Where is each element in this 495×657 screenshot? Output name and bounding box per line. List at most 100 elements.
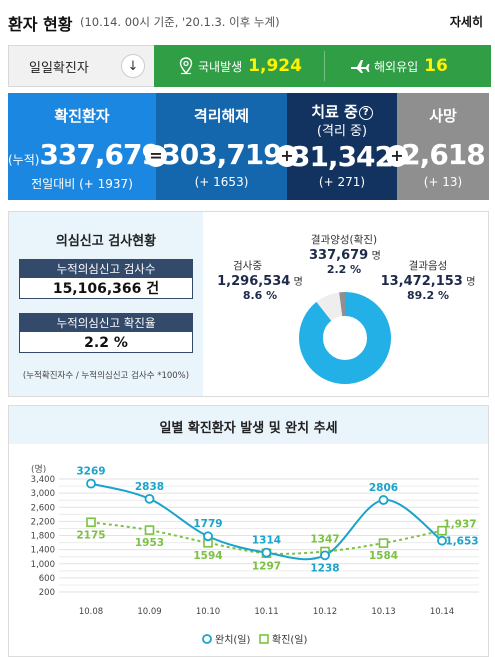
arrow-down-icon[interactable]: ↓ <box>121 54 145 78</box>
test-title: 의심신고 검사현황 <box>55 234 157 249</box>
more-link[interactable]: 자세히 <box>449 15 483 29</box>
data-label-recovered: 1,653 <box>445 536 478 548</box>
tests-count-label: 누적의심신고 검사수 <box>20 260 192 278</box>
y-tick-label: 1,000 <box>31 560 55 570</box>
data-point-confirmed <box>437 525 447 536</box>
treatment-subtitle: (격리 중) <box>316 124 368 139</box>
domestic-segment: 국내발생 1,924 <box>178 45 302 87</box>
positive-label: 결과양성(확진) <box>310 234 378 246</box>
x-tick-label: 10.10 <box>196 607 220 617</box>
y-tick-label: 3,000 <box>31 489 55 499</box>
data-label-confirmed: 1297 <box>252 560 281 572</box>
data-point-recovered <box>378 495 389 505</box>
donut-slice-positive <box>299 292 391 384</box>
y-tick-label: 1,400 <box>31 546 55 556</box>
airplane-icon <box>351 60 370 73</box>
page-subtitle: (10.14. 00시 기준, '20.1.3. 이후 누계) <box>80 15 280 29</box>
x-tick-label: 10.08 <box>79 607 103 617</box>
tests-count-box: 누적의심신고 검사수 15,106,366 건 <box>19 259 193 299</box>
x-tick-label: 10.11 <box>254 607 278 617</box>
confirmed-count: (누적)337,679 <box>8 138 161 171</box>
treatment-delta: (+ 271) <box>318 175 366 189</box>
positive-rate-label: 누적의심신고 확진율 <box>20 314 192 332</box>
y-tick-label: 200 <box>39 588 55 598</box>
test-result-donut <box>299 292 391 384</box>
data-point-recovered <box>203 531 213 542</box>
x-tick-label: 10.13 <box>371 607 395 617</box>
death-title: 사망 <box>429 107 457 125</box>
trend-chart: (명)3,400 3,000 2,600 2,200 1,800 1,400 1,000 60… <box>31 464 479 646</box>
rate-formula-note: (누적확진자수 / 누적의심신고 검사수 *100%) <box>22 371 190 381</box>
data-point-recovered <box>320 550 330 561</box>
legend-label-recovered: 완치(일) <box>215 634 251 646</box>
donut-ring <box>299 292 391 384</box>
released-title: 격리해제 <box>193 107 250 125</box>
legend-marker-recovered <box>202 634 212 644</box>
header: 환자 현황 (10.14. 00시 기준, '20.1.3. 이후 누계) 자세… <box>0 0 495 40</box>
treatment-value: 31,342 <box>290 140 394 173</box>
y-tick-label: 600 <box>39 574 55 584</box>
data-label-recovered: 3269 <box>76 466 105 478</box>
positive-rate-box: 누적의심신고 확진율 2.2 % <box>19 313 193 353</box>
testing-pct: 8.6 % <box>242 289 278 302</box>
confirmed-delta: 전일대비 (+ 1937) <box>31 177 133 191</box>
confirmed-title: 확진환자 <box>54 107 110 125</box>
domestic-value: 1,924 <box>248 56 302 76</box>
data-label-confirmed: 1584 <box>369 550 398 562</box>
overseas-segment: 해외유입 16 <box>350 45 448 87</box>
death-delta: (+ 13) <box>423 175 463 189</box>
data-point-confirmed <box>378 538 389 548</box>
testing-value: 1,296,534 <box>217 274 291 289</box>
negative-unit: 명 <box>466 277 476 288</box>
stats-row: 확진환자 (누적)337,679 전일대비 (+ 1937) 격리해제 303,… <box>8 93 489 200</box>
overseas-label: 해외유입 <box>374 59 419 74</box>
test-summary: 의심신고 검사현황 누적의심신고 검사수 15,106,366 건 누적의심신고… <box>9 212 203 396</box>
divider <box>324 51 325 81</box>
data-point-confirmed <box>86 517 96 528</box>
positive-legend: 결과양성(확진) 337,679 명 2.2 % <box>309 232 381 276</box>
data-label-recovered: 2806 <box>369 482 398 494</box>
negative-legend: 결과음성 13,472,153 명 89.2 % <box>378 258 478 302</box>
positive-value: 337,679 <box>309 248 369 263</box>
data-label-recovered: 1238 <box>310 562 339 574</box>
y-axis-unit: (명) <box>31 464 46 475</box>
negative-pct: 89.2 % <box>407 289 449 302</box>
released-value: 303,719 <box>161 138 283 171</box>
equals-operator: = <box>145 145 167 167</box>
treatment-title: 치료 중 <box>311 103 358 121</box>
trend-panel: 일별 확진환자 발생 및 완치 추세 (명) 3,400 3,000 2,600 2,2… <box>8 405 489 657</box>
confirmed-box: 확진환자 (누적)337,679 전일대비 (+ 1937) <box>8 93 161 200</box>
death-box: 사망 2,618 (+ 13) <box>397 93 489 200</box>
death-value: 2,618 <box>401 138 486 171</box>
data-point-recovered <box>86 478 96 489</box>
daily-breakdown: 국내발생 1,924 해외유입 16 <box>154 45 491 87</box>
testing-unit: 명 <box>293 277 303 288</box>
chart-title: 일별 확진환자 발생 및 완치 추세 <box>159 421 338 436</box>
x-tick-label: 10.09 <box>137 607 161 617</box>
confirmed-prefix: (누적) <box>8 153 40 167</box>
y-tick-label: 2,200 <box>31 517 55 527</box>
daily-confirmed-bar: 일일확진자 ↓ 국내발생 1,924 해외유입 16 <box>8 45 491 87</box>
plus-operator: + <box>276 145 298 167</box>
data-label-confirmed: 2175 <box>76 529 105 541</box>
domestic-label: 국내발생 <box>198 59 243 74</box>
trend-header: 일별 확진환자 발생 및 완치 추세 <box>9 406 488 444</box>
confirmed-value: 337,679 <box>39 138 161 171</box>
data-point-confirmed <box>144 525 155 535</box>
tests-count-value: 15,106,366 건 <box>52 281 160 297</box>
treatment-title-row: 치료 중? <box>287 101 397 122</box>
overseas-value: 16 <box>424 56 448 76</box>
positive-unit: 명 <box>371 251 381 262</box>
y-tick-label: 1,800 <box>31 532 55 542</box>
data-point-recovered <box>437 535 447 546</box>
released-box: 격리해제 303,719 (+ 1653) <box>156 93 287 200</box>
y-tick-label: 3,400 <box>31 475 55 485</box>
data-label-confirmed: 1347 <box>310 533 339 545</box>
data-point-recovered <box>144 493 155 504</box>
page-title: 환자 현황 <box>8 15 73 34</box>
testing-label: 검사중 <box>233 260 262 272</box>
data-label-recovered: 1779 <box>193 518 222 530</box>
data-point-recovered <box>261 547 272 558</box>
positive-pct: 2.2 % <box>326 263 362 276</box>
help-icon[interactable]: ? <box>358 106 373 120</box>
